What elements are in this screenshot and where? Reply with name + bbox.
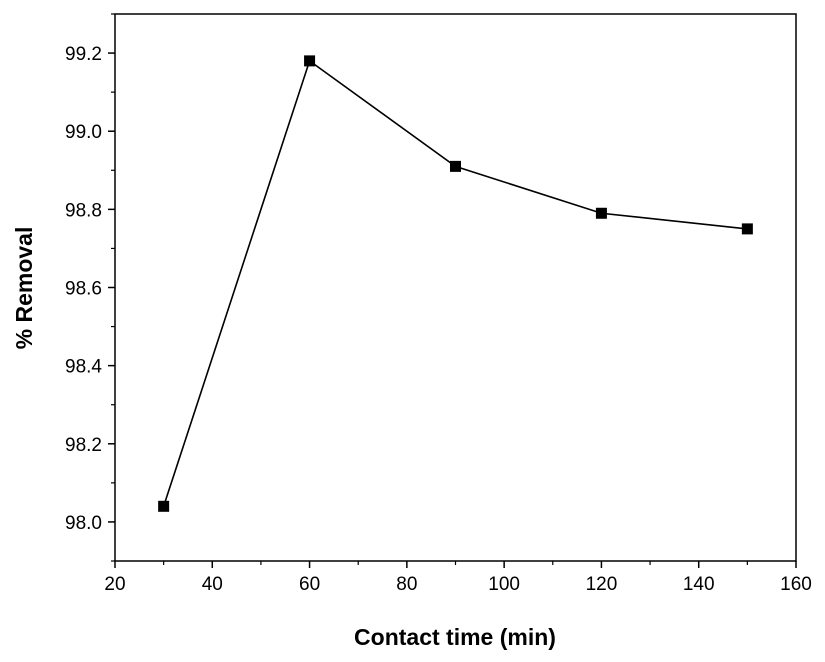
y-axis-ticks: 98.0 98.2 98.4 98.6 98.8 99.0 99.2	[65, 13, 115, 562]
x-axis-title: Contact time (min)	[354, 624, 556, 650]
data-point	[304, 55, 316, 67]
x-axis-ticks: 20 40 60 80 100 120 140 160	[104, 561, 812, 595]
data-point	[158, 500, 170, 512]
data-markers	[158, 55, 753, 512]
y-tick-label: 98.4	[65, 357, 102, 378]
y-tick-label: 99.0	[65, 122, 102, 143]
y-tick-label: 98.2	[65, 435, 102, 456]
y-tick-label: 98.6	[65, 279, 102, 300]
x-tick-label: 60	[299, 574, 320, 595]
y-tick-label: 98.8	[65, 200, 102, 221]
data-point	[595, 207, 607, 219]
plot-frame	[114, 13, 797, 562]
y-axis-title: % Removal	[11, 227, 37, 350]
x-tick-label: 120	[586, 574, 618, 595]
x-tick-label: 20	[104, 574, 125, 595]
x-tick-label: 80	[396, 574, 417, 595]
x-tick-label: 100	[488, 574, 520, 595]
data-point	[450, 160, 461, 172]
x-tick-label: 140	[683, 574, 715, 595]
y-tick-label: 98.0	[65, 513, 102, 534]
y-tick-label: 99.2	[65, 44, 102, 65]
data-point	[741, 223, 753, 235]
series-line	[162, 59, 748, 507]
x-tick-label: 40	[202, 574, 223, 595]
x-tick-label: 160	[780, 574, 812, 595]
